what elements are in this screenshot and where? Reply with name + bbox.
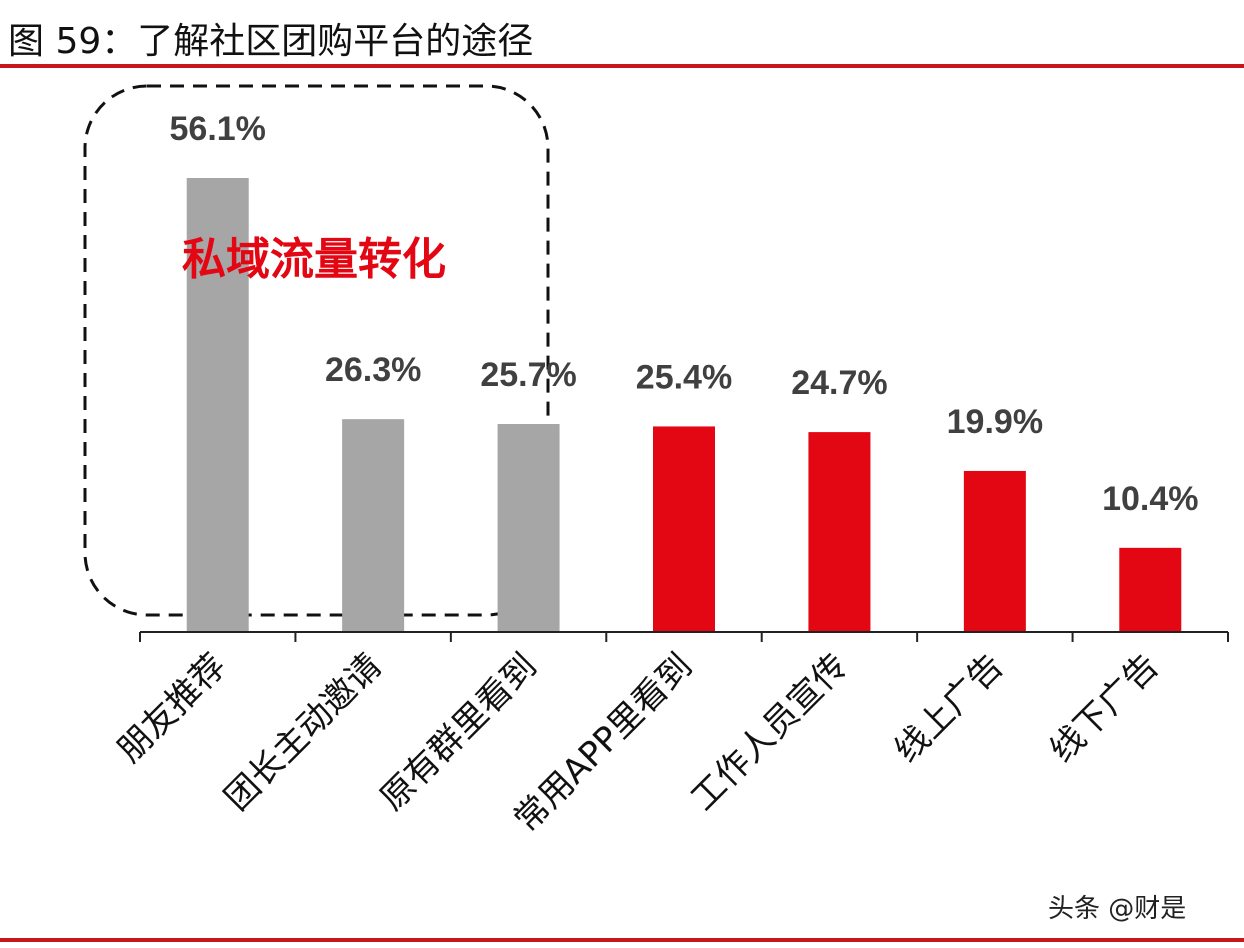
- data-label: 56.1%: [170, 110, 266, 148]
- top-divider: [0, 64, 1244, 68]
- x-tick-label: 线下广告: [1042, 646, 1166, 770]
- x-tick-label: 原有群里看到: [372, 646, 545, 819]
- x-tick-label: 工作人员宣传: [683, 646, 856, 819]
- data-label: 10.4%: [1102, 480, 1198, 518]
- data-label: 19.9%: [947, 403, 1043, 441]
- bar: [653, 426, 715, 632]
- chart-title: 图 59：了解社区团购平台的途径: [8, 21, 534, 62]
- annotation-box: [83, 84, 550, 617]
- x-tick-label: 朋友推荐: [110, 646, 234, 770]
- bar: [963, 470, 1026, 632]
- data-label: 25.7%: [480, 356, 576, 394]
- x-tick-label: 团长主动邀请: [217, 646, 390, 819]
- bar: [186, 178, 249, 632]
- data-label: 24.7%: [791, 364, 887, 402]
- bottom-divider: [0, 938, 1244, 942]
- x-tick-label: 线上广告: [887, 646, 1011, 770]
- annotation-label: 私域流量转化: [182, 234, 446, 285]
- bar: [497, 424, 560, 632]
- data-label: 25.4%: [636, 358, 732, 396]
- bar: [342, 419, 405, 632]
- bar: [1119, 547, 1182, 632]
- watermark: 头条 @财是: [1048, 894, 1187, 924]
- data-label: 26.3%: [325, 351, 421, 389]
- bar: [808, 432, 871, 632]
